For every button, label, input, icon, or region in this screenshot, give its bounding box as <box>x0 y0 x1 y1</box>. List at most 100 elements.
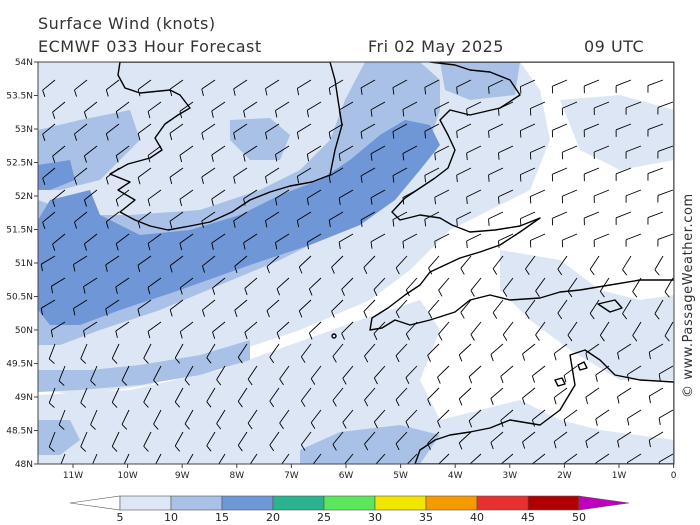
wind-barb <box>308 277 322 296</box>
wind-barb <box>174 387 184 408</box>
wind-barb <box>502 321 514 341</box>
wind-barb <box>657 233 674 247</box>
lon-label: 11W <box>63 471 83 481</box>
wind-barb <box>625 101 642 115</box>
wind-barb <box>563 453 578 464</box>
wind-barb <box>458 431 472 450</box>
wind-barb <box>434 145 450 161</box>
legend-tick-label: 50 <box>572 511 586 524</box>
wind-barb <box>184 365 194 386</box>
wind-barb <box>342 409 354 429</box>
wind-barb <box>561 145 578 160</box>
wind-barb <box>593 233 610 248</box>
wind-barb <box>153 365 162 386</box>
wind-barb <box>522 343 536 361</box>
wind-barb <box>595 365 610 382</box>
wind-barb <box>174 431 184 452</box>
wind-barb <box>492 255 504 275</box>
wind-barb <box>332 431 344 451</box>
wind-barb <box>658 409 674 425</box>
legend-min-arrow <box>69 495 121 511</box>
wind-barb <box>583 211 600 226</box>
lat-label: 51N <box>15 259 33 269</box>
wind-barb <box>395 431 408 451</box>
wind-barb <box>143 343 152 364</box>
wind-barb <box>593 189 610 204</box>
wind-barb <box>300 431 312 451</box>
wind-barb <box>617 343 632 360</box>
legend-tick-label: 15 <box>215 511 229 524</box>
wind-barb <box>276 277 290 296</box>
wind-barb <box>83 189 98 207</box>
wind-barb <box>237 431 248 452</box>
wind-barb <box>123 453 130 464</box>
wind-barb <box>599 277 610 298</box>
wind-barb <box>169 299 184 317</box>
wind-barb <box>488 167 504 182</box>
wind-barb <box>428 299 440 319</box>
wind-barb <box>460 255 472 275</box>
wind-barb <box>342 365 354 385</box>
wind-barb <box>424 79 440 95</box>
wind-barb <box>490 343 504 362</box>
wind-barb <box>625 189 642 203</box>
wind-barb <box>265 211 280 228</box>
wind-barb <box>370 145 386 161</box>
wind-barb <box>434 189 450 205</box>
wind-barb <box>111 431 120 452</box>
wind-barb <box>80 343 88 364</box>
lat-label: 48.5N <box>6 427 33 437</box>
lat-label: 52.5N <box>6 159 33 169</box>
wind-barb <box>169 123 184 141</box>
wind-barb <box>179 101 194 119</box>
forecast-time: 09 UTC <box>584 37 645 56</box>
wind-barb <box>137 79 152 97</box>
wind-barb <box>105 167 120 185</box>
wind-barb <box>83 277 98 294</box>
wind-barb <box>202 299 216 317</box>
wind-barb <box>211 145 226 162</box>
wind-barb <box>627 365 642 382</box>
wind-barb <box>498 189 514 204</box>
wind-barb <box>392 211 408 227</box>
wind-barb <box>395 299 408 319</box>
wind-barb <box>310 409 322 429</box>
wind-barb <box>470 277 482 297</box>
wind-barb <box>424 211 440 227</box>
wind-barb <box>58 365 66 386</box>
wind-barb <box>90 409 98 430</box>
wind-barb <box>373 409 386 429</box>
wind-barb <box>583 123 600 138</box>
wind-barb <box>370 101 386 117</box>
wind-barb <box>233 79 248 96</box>
wind-barb <box>147 189 162 207</box>
wind-barb <box>364 343 376 363</box>
wind-barb <box>42 167 56 185</box>
wind-barb <box>115 101 130 119</box>
wind-barb <box>201 211 216 228</box>
wind-barb <box>247 365 258 386</box>
chart-title: Surface Wind (knots) <box>38 14 216 33</box>
wind-barb <box>535 321 546 342</box>
wind-barb <box>201 123 216 140</box>
lon-label: 2W <box>557 471 572 481</box>
wind-barb <box>402 101 418 117</box>
wind-barb <box>243 145 258 162</box>
wind-barb <box>519 79 536 94</box>
color-legend: 5 10 15 20 25 30 35 40 45 50 <box>69 495 630 524</box>
lon-label: 9W <box>175 471 190 481</box>
wind-barb <box>338 101 354 118</box>
wind-barb <box>647 167 664 181</box>
wind-barb <box>529 101 546 116</box>
wind-barb <box>212 277 226 295</box>
wind-barb <box>249 453 258 464</box>
wind-barb <box>298 255 312 274</box>
wind-barb <box>279 365 290 386</box>
wind-barb <box>269 387 280 408</box>
wind-barb <box>438 277 450 297</box>
wind-barb <box>310 365 322 385</box>
wind-barb <box>632 277 642 298</box>
lat-label: 50.5N <box>6 293 33 303</box>
wind-barb <box>186 453 194 464</box>
lat-label: 50N <box>15 326 33 336</box>
